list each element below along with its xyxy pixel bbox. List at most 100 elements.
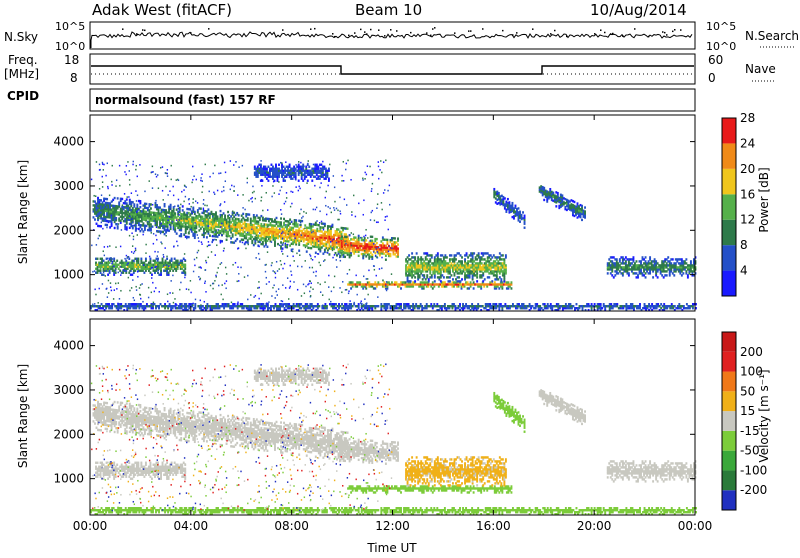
power-cell: [156, 204, 158, 206]
power-noise-point: [158, 187, 159, 189]
power-cell: [464, 258, 466, 260]
power-noise-point: [300, 209, 301, 211]
power-cell: [344, 256, 346, 258]
nsky-dot: [334, 36, 336, 38]
power-cell: [200, 207, 202, 209]
power-cell: [209, 235, 211, 237]
freq-tick-low: 8: [70, 71, 78, 85]
power-cell: [115, 272, 117, 274]
power-cell: [397, 247, 399, 249]
power-cell: [505, 254, 507, 256]
power-cell: [100, 199, 102, 201]
power-noise-point: [135, 223, 136, 225]
power-cell: [431, 254, 433, 256]
power-noise-point: [320, 291, 321, 293]
power-cell: [177, 205, 179, 207]
power-cell: [345, 233, 347, 235]
power-noise-point: [163, 227, 164, 229]
nsky-dot: [648, 36, 650, 38]
power-cell: [382, 242, 384, 244]
power-noise-point: [379, 169, 380, 171]
power-cell: [251, 236, 253, 238]
power-noise-point: [379, 268, 380, 270]
power-noise-point: [287, 277, 288, 279]
power-cell: [522, 211, 524, 213]
nsky-dot: [604, 32, 606, 33]
power-cell: [297, 223, 299, 225]
nave-label: Nave: [745, 62, 776, 76]
power-noise-point: [310, 198, 311, 200]
nsky-dot: [332, 33, 334, 35]
nsky-dot: [662, 31, 664, 33]
power-noise-point: [206, 205, 207, 207]
freq-panel: Freq. [MHz] 18 8 60 0 Nave: [4, 53, 776, 85]
power-heatmap-cells: [90, 160, 697, 312]
power-cell: [552, 192, 554, 194]
power-cell: [358, 255, 360, 257]
power-noise-point: [120, 290, 121, 292]
nsky-dot: [208, 28, 210, 30]
power-cell: [113, 258, 115, 260]
power-noise-point: [96, 244, 97, 246]
power-noise-point: [373, 243, 374, 245]
power-cell: [176, 208, 178, 210]
power-noise-point: [362, 179, 363, 181]
power-cell: [349, 234, 351, 236]
nsky-label: N.Sky: [4, 30, 38, 44]
nsky-dot: [502, 30, 504, 32]
power-noise-point: [104, 255, 105, 257]
power-noise-point: [226, 223, 227, 225]
nsky-dot: [482, 28, 484, 30]
power-cell: [176, 232, 178, 234]
nsearch-label: N.Search: [745, 29, 799, 43]
power-cell: [584, 206, 586, 208]
power-cell: [473, 287, 475, 289]
power-cell: [636, 260, 638, 262]
nsky-dot: [468, 30, 470, 32]
power-noise-point: [155, 235, 156, 237]
power-cell: [347, 238, 349, 240]
nsky-dot: [136, 33, 138, 35]
power-noise-point: [381, 202, 382, 204]
power-cell: [450, 274, 452, 276]
nsky-dot: [516, 32, 518, 34]
power-cell: [361, 243, 363, 245]
nsky-dot: [122, 28, 124, 30]
power-noise-point: [275, 277, 276, 279]
power-cell: [521, 214, 523, 216]
power-cell: [466, 252, 468, 254]
power-noise-point: [101, 194, 102, 196]
power-noise-point: [391, 273, 392, 275]
power-noise-point: [315, 209, 316, 211]
nsky-dot: [384, 35, 386, 37]
power-noise-point: [345, 243, 346, 245]
power-noise-point: [145, 220, 146, 222]
power-cell: [207, 208, 209, 210]
power-cell: [581, 205, 583, 207]
power-cell: [549, 188, 551, 190]
power-cell: [189, 208, 191, 210]
power-noise-point: [248, 200, 249, 202]
power-noise-point: [244, 209, 245, 211]
power-cell: [498, 192, 500, 194]
power-cell: [106, 224, 108, 226]
power-noise-point: [266, 192, 267, 194]
power-cell: [166, 258, 168, 260]
power-noise-point: [174, 298, 175, 300]
power-cell: [426, 274, 428, 276]
power-cell: [510, 281, 512, 283]
power-cell: [371, 254, 373, 256]
power-cell: [358, 303, 360, 305]
power-cell: [364, 237, 366, 239]
power-cell: [233, 212, 235, 214]
power-noise-point: [223, 186, 224, 188]
power-cell: [298, 250, 300, 252]
power-cell: [310, 223, 312, 225]
power-noise-point: [168, 265, 169, 267]
nsky-dot: [594, 33, 596, 35]
power-noise-point: [311, 282, 312, 284]
nsky-dot: [622, 35, 624, 37]
power-noise-point: [291, 203, 292, 205]
power-noise-point: [216, 244, 217, 246]
power-noise-point: [115, 246, 116, 248]
